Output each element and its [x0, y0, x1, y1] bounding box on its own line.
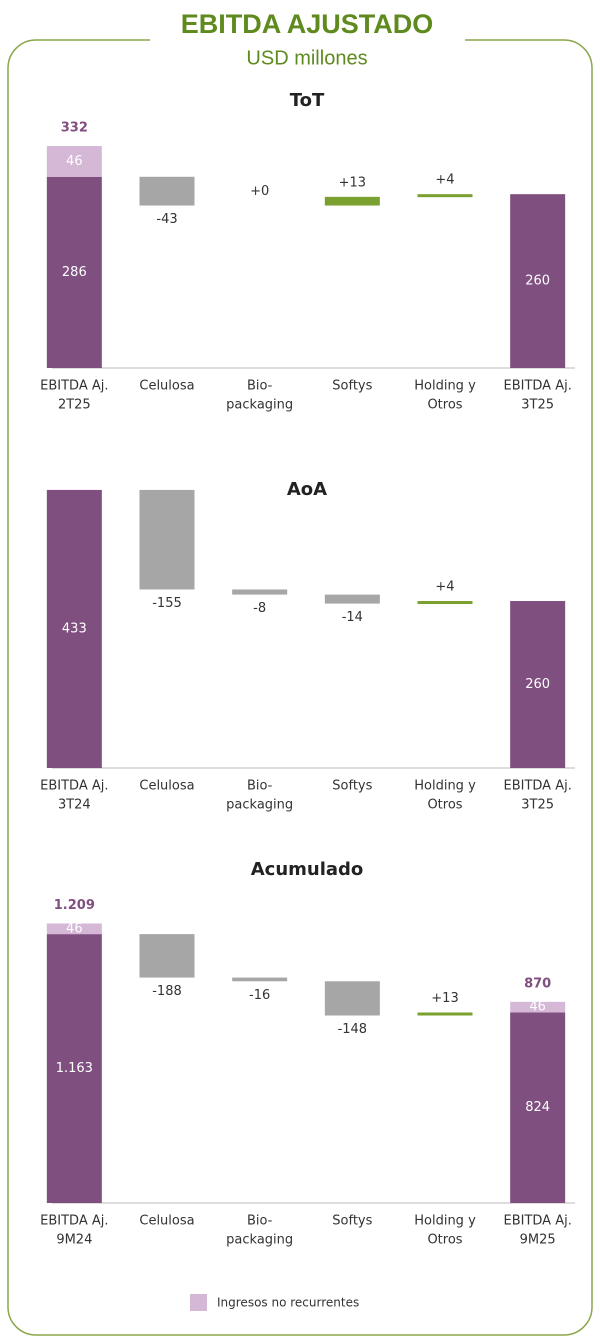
x-tick-label: Holding y	[414, 779, 476, 794]
chart-title: AoA	[287, 479, 327, 500]
x-tick-label: EBITDA Aj.	[503, 1214, 571, 1229]
total-bar	[510, 194, 566, 368]
x-tick-label: Softys	[332, 1214, 372, 1229]
legend-swatch	[190, 1294, 207, 1311]
x-tick-label: EBITDA Aj.	[503, 379, 571, 394]
x-tick-label: 3T24	[58, 798, 91, 813]
x-tick-label: 3T25	[521, 798, 554, 813]
decrease-bar	[324, 594, 380, 604]
nonrecurring-label: 46	[66, 921, 83, 936]
value-label: +0	[250, 184, 269, 199]
nonrecurring-bar	[510, 1001, 566, 1013]
x-tick-label: packaging	[226, 798, 293, 813]
x-tick-label: Bio-	[247, 1214, 273, 1229]
subtitle: USD millones	[246, 47, 367, 69]
x-tick-label: Softys	[332, 379, 372, 394]
increase-bar	[324, 196, 380, 206]
total-bar	[46, 489, 102, 768]
increase-bar	[417, 1012, 473, 1016]
total-bar	[46, 934, 102, 1203]
x-tick-label: EBITDA Aj.	[40, 1214, 108, 1229]
x-tick-label: Otros	[427, 1233, 462, 1248]
nonrecurring-label: 46	[66, 154, 83, 169]
value-label: 433	[62, 621, 87, 636]
x-tick-label: Bio-	[247, 779, 273, 794]
decrease-bar	[139, 934, 195, 978]
value-label: +13	[339, 175, 366, 190]
value-label: -8	[253, 601, 266, 616]
decrease-bar	[139, 176, 195, 206]
value-label: -14	[342, 610, 363, 625]
decrease-bar	[232, 589, 288, 595]
total-bar	[510, 1012, 566, 1203]
value-label: +4	[435, 580, 454, 595]
decrease-bar	[232, 977, 288, 982]
value-label: -188	[152, 984, 182, 999]
x-tick-label: packaging	[226, 398, 293, 413]
total-bar	[46, 176, 102, 368]
x-tick-label: EBITDA Aj.	[503, 779, 571, 794]
x-tick-label: EBITDA Aj.	[40, 779, 108, 794]
value-label: +13	[431, 991, 458, 1006]
x-tick-label: Celulosa	[139, 379, 194, 394]
value-label: 824	[525, 1100, 550, 1115]
x-tick-label: Celulosa	[139, 1214, 194, 1229]
x-tick-label: Otros	[427, 398, 462, 413]
x-tick-label: EBITDA Aj.	[40, 379, 108, 394]
x-tick-label: Holding y	[414, 1214, 476, 1229]
x-tick-label: Softys	[332, 779, 372, 794]
value-label: 260	[525, 274, 550, 289]
chart-title: Acumulado	[251, 859, 364, 880]
value-label: +4	[435, 173, 454, 188]
x-tick-label: Holding y	[414, 379, 476, 394]
x-tick-label: 3T25	[521, 398, 554, 413]
frame-gap	[150, 30, 465, 52]
total-bar	[510, 601, 566, 768]
nonrecurring-bar	[46, 923, 102, 935]
value-label: -16	[249, 988, 270, 1003]
legend-label: Ingresos no recurrentes	[217, 1296, 359, 1310]
total-label: 332	[61, 121, 88, 136]
x-tick-label: 2T25	[58, 398, 91, 413]
x-tick-label: Otros	[427, 798, 462, 813]
title: EBITDA AJUSTADO	[181, 9, 434, 39]
decrease-bar	[139, 489, 195, 590]
value-label: -148	[338, 1022, 368, 1037]
value-label: -43	[156, 212, 177, 227]
value-label: 260	[525, 677, 550, 692]
total-label: 870	[524, 976, 551, 991]
decrease-bar	[324, 981, 380, 1016]
x-tick-label: 9M25	[520, 1233, 556, 1248]
value-label: 1.163	[56, 1061, 93, 1076]
value-label: 286	[62, 265, 87, 280]
x-tick-label: Celulosa	[139, 779, 194, 794]
value-label: -155	[152, 596, 182, 611]
nonrecurring-label: 46	[529, 1000, 546, 1015]
chart-title: ToT	[290, 90, 325, 111]
nonrecurring-bar	[46, 146, 102, 177]
x-tick-label: packaging	[226, 1233, 293, 1248]
total-label: 1.209	[54, 898, 95, 913]
x-tick-label: Bio-	[247, 379, 273, 394]
x-tick-label: 9M24	[56, 1233, 92, 1248]
increase-bar	[417, 194, 473, 198]
increase-bar	[417, 601, 473, 605]
